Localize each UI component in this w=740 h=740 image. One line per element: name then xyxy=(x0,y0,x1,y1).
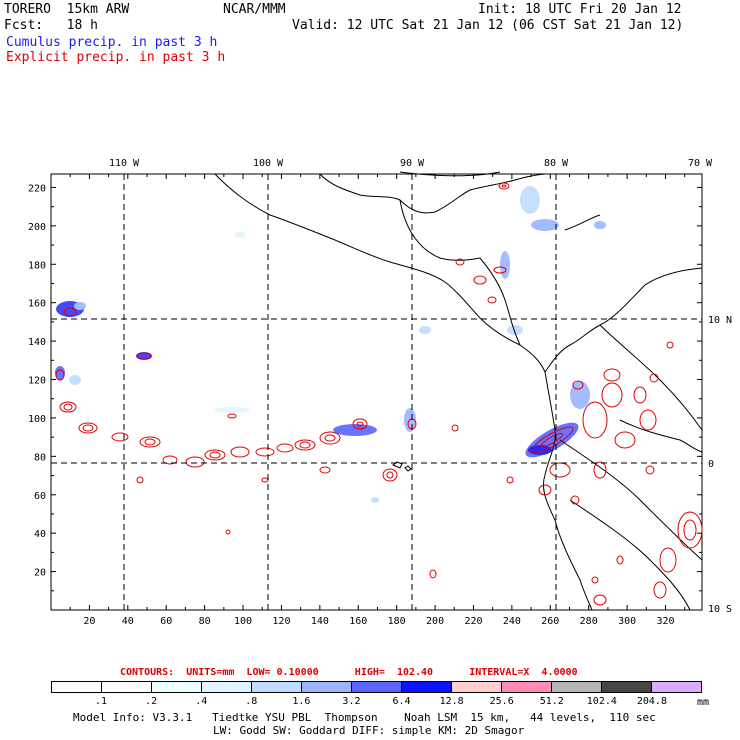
color-bar-swatch xyxy=(302,682,352,692)
x-tick-label: 160 xyxy=(349,616,367,627)
x-tick-label: 320 xyxy=(656,616,674,627)
x-tick-label: 260 xyxy=(541,616,559,627)
x-tick-label: 240 xyxy=(503,616,521,627)
color-bar-label: .2 xyxy=(145,696,158,707)
graticule xyxy=(51,174,702,610)
color-bar-label: .1 xyxy=(95,696,108,707)
y-tick-label: 40 xyxy=(34,529,46,540)
x-tick-label: 280 xyxy=(580,616,598,627)
init-time: Init: 18 UTC Fri 20 Jan 12 xyxy=(478,2,682,17)
lon-label-110w: 110 W xyxy=(109,158,140,169)
color-bar-swatch xyxy=(152,682,202,692)
cumulus-precip-shading xyxy=(55,186,606,503)
color-bar-swatch xyxy=(402,682,452,692)
x-tick-label: 120 xyxy=(272,616,290,627)
y-tick-label: 80 xyxy=(34,452,46,463)
color-bar xyxy=(51,681,702,693)
lat-label-0: 0 xyxy=(708,459,714,470)
color-bar-label: .8 xyxy=(245,696,258,707)
explicit-precip-contours xyxy=(55,182,703,606)
y-tick-label: 120 xyxy=(28,376,46,387)
color-bar-swatch xyxy=(252,682,302,692)
x-tick-label: 300 xyxy=(618,616,636,627)
y-tick-label: 200 xyxy=(28,222,46,233)
axis-tick-marks xyxy=(50,174,702,611)
valid-time: Valid: 12 UTC Sat 21 Jan 12 (06 CST Sat … xyxy=(292,18,684,33)
color-bar-swatch xyxy=(502,682,552,692)
lon-label-90w: 90 W xyxy=(400,158,425,169)
cumulus-field-label: Cumulus precip. in past 3 h xyxy=(6,35,218,50)
lon-label-80w: 80 W xyxy=(544,158,569,169)
y-tick-label: 140 xyxy=(28,337,46,348)
color-bar-label: 25.6 xyxy=(489,696,514,707)
color-bar-label: 1.6 xyxy=(292,696,311,707)
x-tick-label: 140 xyxy=(311,616,329,627)
lat-label-10s: 10 S xyxy=(708,604,732,615)
lon-label-70w: 70 W xyxy=(688,158,713,169)
color-bar-label: 204.8 xyxy=(636,696,667,707)
color-bar-swatch xyxy=(352,682,402,692)
contour-info: CONTOURS: UNITS=mm LOW= 0.10000 HIGH= 10… xyxy=(120,667,578,678)
x-tick-labels: 20 40 60 80 100 120 140 160 180 200 220 240 260 280 30… xyxy=(83,616,674,627)
model-title: TORERO 15km ARW xyxy=(4,2,130,17)
color-bar-swatch xyxy=(52,682,102,692)
color-bar-swatch xyxy=(452,682,502,692)
model-info-line2: LW: Godd SW: Goddard DIFF: simple KM: 2D… xyxy=(213,724,525,737)
color-bar-label: .4 xyxy=(195,696,208,707)
color-bar-swatch xyxy=(602,682,652,692)
y-tick-labels: 220 200 180 160 140 120 100 80 60 40 20 xyxy=(28,183,46,578)
x-tick-label: 80 xyxy=(199,616,211,627)
y-tick-label: 20 xyxy=(34,568,46,579)
model-info-line1: Model Info: V3.3.1 Tiedtke YSU PBL Thomp… xyxy=(73,711,656,724)
explicit-field-label: Explicit precip. in past 3 h xyxy=(6,50,226,65)
color-bar-label: 51.2 xyxy=(539,696,564,707)
x-tick-label: 60 xyxy=(160,616,172,627)
y-tick-label: 100 xyxy=(28,414,46,425)
color-bar-units: mm xyxy=(697,697,710,708)
color-bar-label: 102.4 xyxy=(586,696,617,707)
color-bar-swatch xyxy=(202,682,252,692)
y-tick-label: 220 xyxy=(28,183,46,194)
map-frame xyxy=(50,173,703,611)
x-tick-label: 200 xyxy=(426,616,444,627)
color-bar-swatch xyxy=(102,682,152,692)
color-bar-label: 12.8 xyxy=(439,696,464,707)
lon-label-100w: 100 W xyxy=(253,158,284,169)
organization: NCAR/MMM xyxy=(223,2,286,17)
x-tick-label: 180 xyxy=(388,616,406,627)
x-tick-label: 220 xyxy=(464,616,482,627)
color-bar-swatch xyxy=(652,682,701,692)
x-tick-label: 100 xyxy=(234,616,252,627)
y-tick-label: 60 xyxy=(34,491,46,502)
color-bar-label: 6.4 xyxy=(392,696,411,707)
coastlines xyxy=(214,171,703,611)
x-tick-label: 20 xyxy=(83,616,95,627)
lat-label-10n: 10 N xyxy=(708,315,732,326)
color-bar-swatch xyxy=(552,682,602,692)
forecast-hour: Fcst: 18 h xyxy=(4,18,98,33)
y-tick-label: 180 xyxy=(28,260,46,271)
y-tick-label: 160 xyxy=(28,299,46,310)
color-bar-label: 3.2 xyxy=(342,696,361,707)
x-tick-label: 40 xyxy=(122,616,134,627)
